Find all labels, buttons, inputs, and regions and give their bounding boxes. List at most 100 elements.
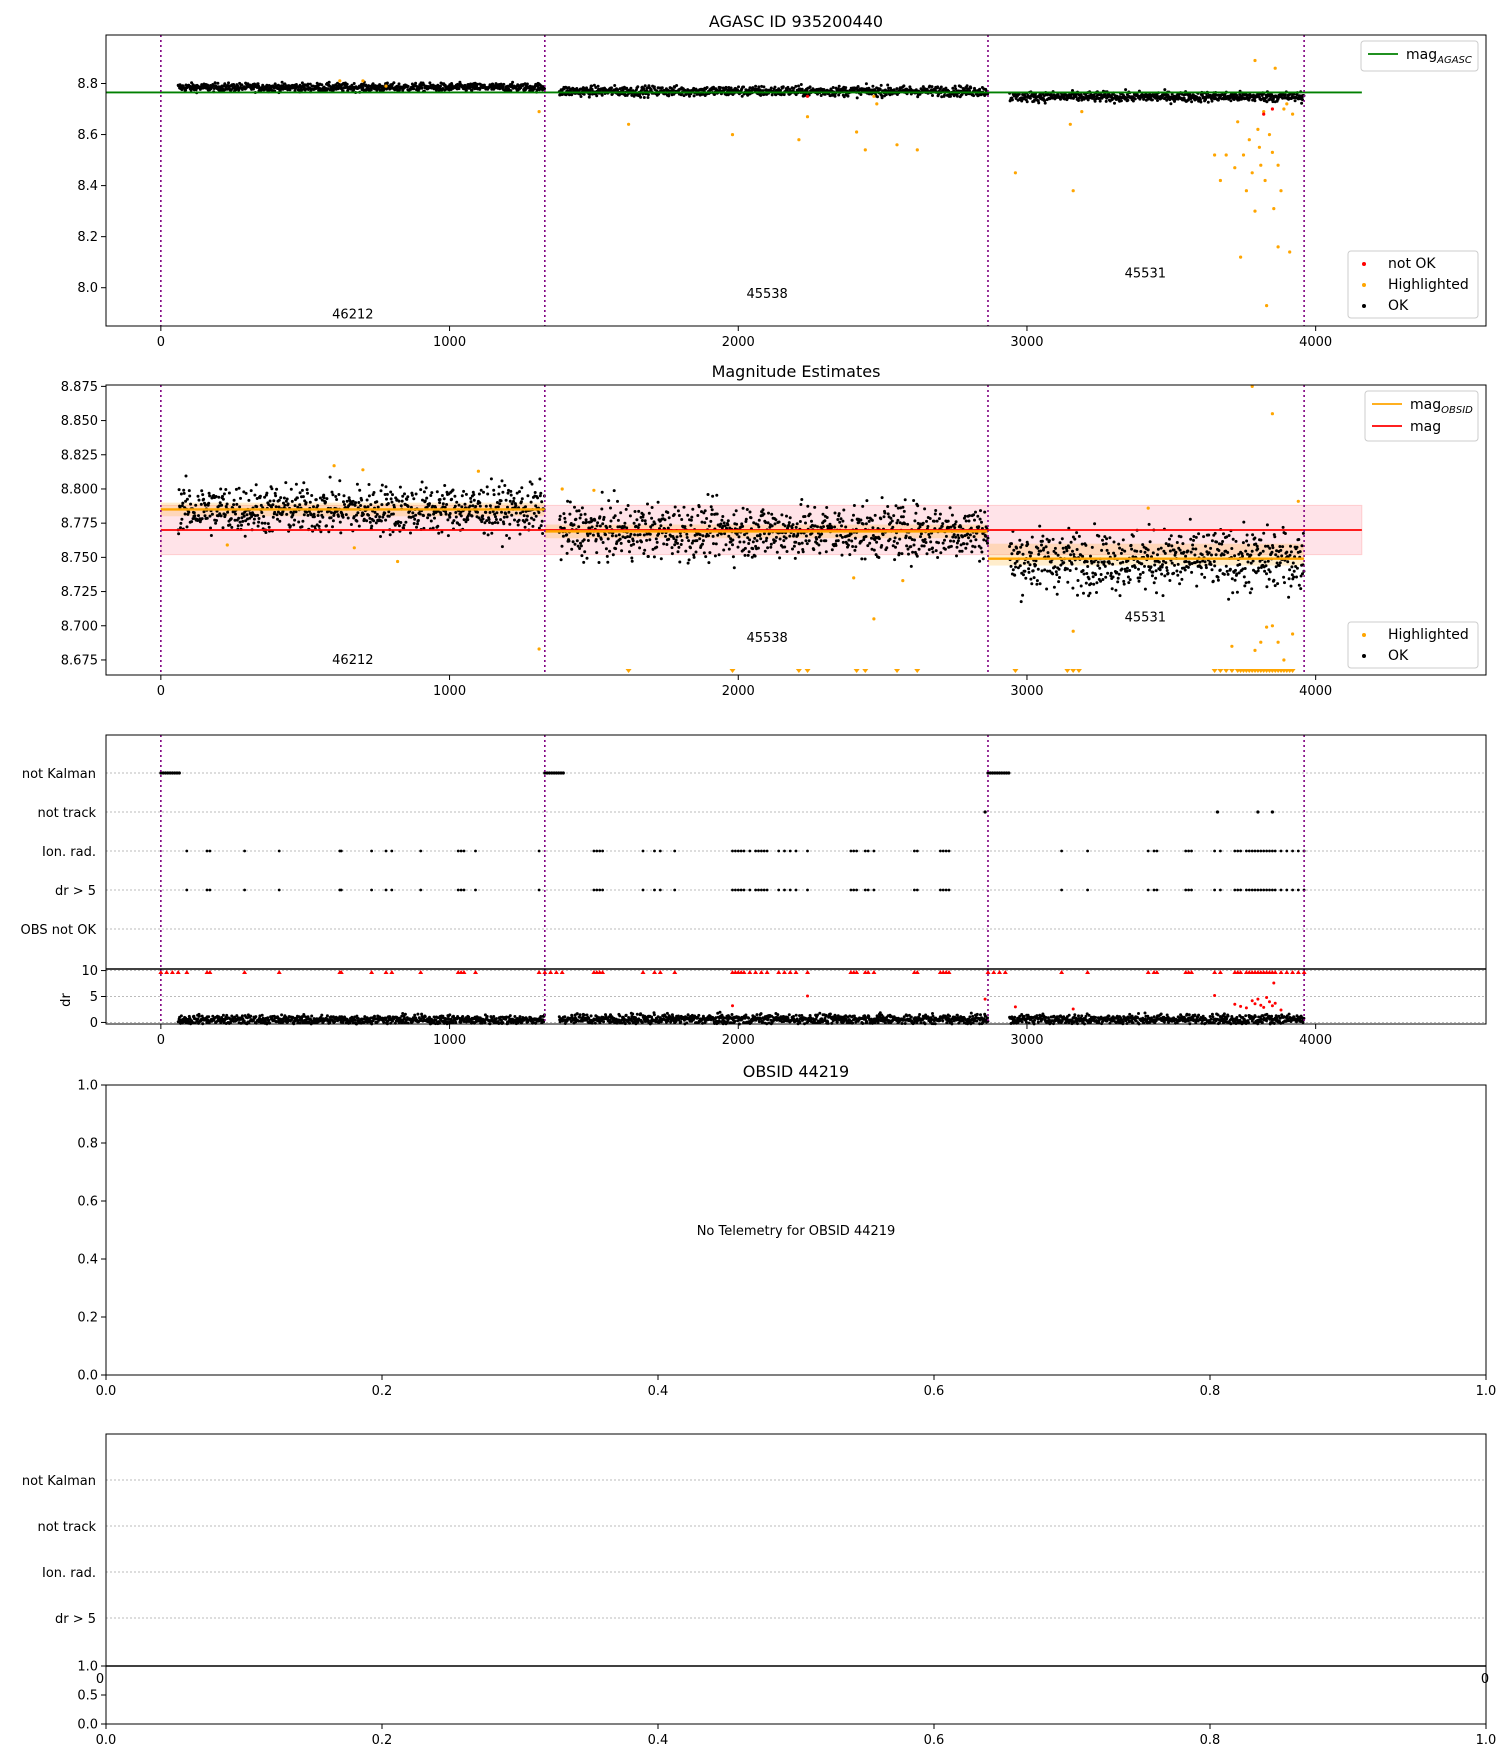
ok-point [183, 512, 187, 516]
ok-point [1015, 559, 1019, 563]
ok-point [951, 86, 955, 90]
ok-point [192, 511, 196, 515]
ok-point [792, 544, 796, 548]
ok-point [604, 547, 608, 551]
ok-point [263, 521, 267, 525]
ok-point [264, 531, 268, 534]
ok-point [523, 82, 527, 86]
ok-point [928, 535, 932, 539]
ok-point [505, 515, 509, 519]
ok-point [1018, 538, 1022, 542]
ok-point [1247, 543, 1250, 547]
ok-point [520, 486, 524, 490]
ok-point [189, 502, 193, 506]
ok-point [271, 503, 275, 507]
ok-point [678, 560, 682, 564]
ok-point [267, 525, 271, 529]
highlighted-point [1239, 255, 1243, 259]
ok-point [220, 503, 224, 507]
ok-point [509, 493, 513, 497]
clipped-highlighted-marker [914, 669, 921, 673]
ok-point [751, 547, 755, 551]
ok-point [761, 540, 765, 544]
ok-point [507, 510, 511, 514]
highlighted-point [1270, 624, 1274, 628]
ok-point [654, 537, 658, 541]
ok-point [1216, 578, 1220, 582]
ok-point [180, 504, 184, 508]
ok-point [525, 514, 529, 518]
highlighted-point [1241, 153, 1246, 157]
ok-point [239, 496, 242, 500]
ok-point [792, 533, 796, 536]
ok-point [1038, 582, 1042, 586]
highlighted-point [1253, 209, 1257, 213]
ok-point [770, 512, 774, 516]
ok-point [1230, 547, 1234, 550]
ok-point [1131, 534, 1135, 538]
ok-point [769, 542, 773, 546]
ok-point [1120, 567, 1124, 571]
ok-point [435, 490, 439, 494]
ok-point [1265, 523, 1269, 527]
ok-point [506, 491, 510, 495]
ok-point [684, 549, 688, 553]
ok-point [928, 517, 932, 520]
ok-point [378, 515, 382, 519]
highlighted-point [1276, 640, 1280, 644]
ok-point [428, 81, 432, 85]
ok-point [233, 85, 237, 89]
ok-point [973, 518, 976, 522]
ok-point [185, 497, 189, 501]
ok-point [470, 88, 474, 92]
ok-point [712, 542, 715, 546]
x-tick-label: 0 [157, 684, 165, 699]
highlighted-point [1273, 66, 1277, 70]
ok-point [1220, 542, 1224, 546]
ok-point [1292, 569, 1296, 573]
ok-point [804, 534, 808, 538]
ok-point [1200, 553, 1204, 557]
ok-point [563, 520, 567, 524]
ok-point [1099, 573, 1103, 576]
ok-point [391, 493, 394, 497]
legend-label: Highlighted [1388, 627, 1469, 643]
ok-point [440, 530, 444, 534]
highlighted-point [560, 487, 564, 491]
ok-point [850, 539, 854, 543]
ok-point [316, 504, 320, 508]
ok-point [949, 544, 953, 548]
ok-point [339, 531, 343, 535]
ok-point [644, 522, 648, 526]
ok-point [1283, 93, 1287, 97]
ok-point [1289, 544, 1292, 548]
ok-point [1228, 567, 1232, 571]
highlighted-point [1279, 189, 1283, 193]
ok-point [367, 494, 371, 498]
ok-point [412, 522, 416, 525]
ok-point [379, 489, 383, 493]
ok-point [1248, 591, 1252, 595]
ok-point [412, 497, 416, 501]
ok-point [611, 553, 615, 557]
ok-point [414, 492, 418, 496]
ok-point [1020, 543, 1024, 547]
x-tick-label: 0 [157, 335, 165, 350]
ok-point [490, 531, 494, 535]
ok-point [582, 560, 586, 564]
highlighted-point [1291, 632, 1295, 636]
ok-point [585, 520, 588, 524]
ok-point [1152, 581, 1156, 585]
ok-point [460, 494, 464, 498]
ok-point [636, 85, 640, 89]
ok-point [824, 550, 828, 554]
ok-point [919, 535, 922, 539]
not-track-point [983, 810, 987, 814]
ok-point [872, 548, 876, 552]
ok-point [207, 501, 211, 505]
ok-point [953, 84, 957, 88]
ok-point [1070, 562, 1074, 566]
ok-point [179, 521, 183, 525]
ok-point [519, 500, 523, 504]
ok-point [478, 501, 482, 505]
